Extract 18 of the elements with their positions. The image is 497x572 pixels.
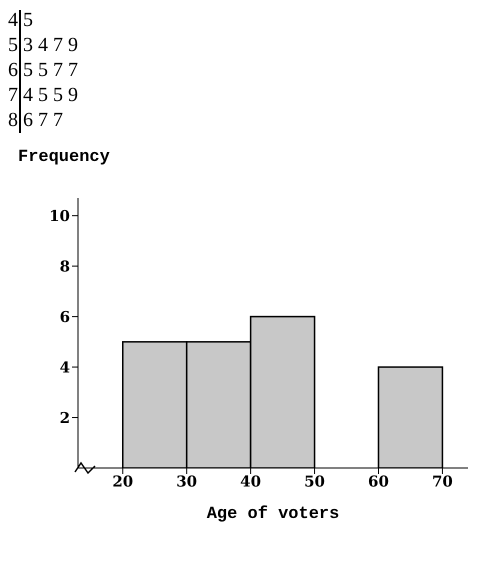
x-tick-label: 40 [240, 472, 262, 491]
x-tick-label: 50 [304, 472, 325, 491]
x-tick-label: 70 [432, 472, 453, 491]
text: 4 5 [8, 8, 33, 33]
y-tick-label: 8 [60, 257, 70, 276]
text: 6 5 5 7 7 [8, 58, 78, 83]
y-tick-label: 2 [60, 408, 70, 427]
text: 8 6 7 7 [8, 108, 63, 133]
x-tick-label: 20 [112, 472, 134, 491]
x-tick-label: 60 [368, 472, 389, 491]
text: 5 3 4 7 9 [8, 33, 78, 58]
y-tick-label: 10 [49, 206, 70, 225]
y-tick-label: 6 [60, 308, 70, 326]
text: 7 4 5 5 9 [8, 83, 78, 108]
y-axis-title: Frequency [18, 148, 110, 167]
x-tick-label: 30 [176, 472, 198, 491]
x-axis-title: Age of voters [206, 505, 340, 524]
y-tick-label: 4 [60, 358, 70, 376]
